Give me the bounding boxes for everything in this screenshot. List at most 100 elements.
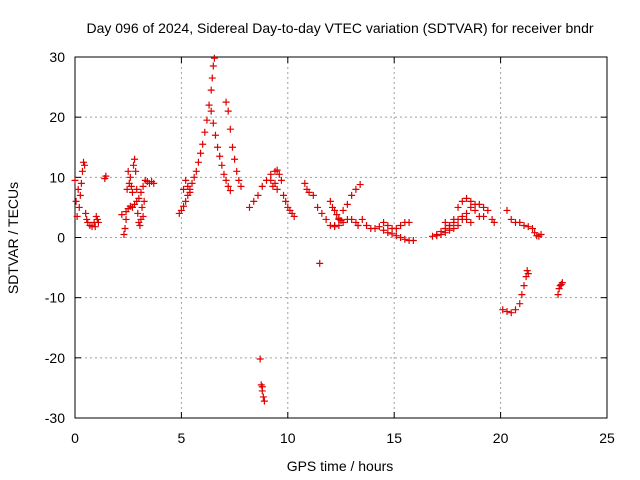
data-point xyxy=(463,194,471,202)
data-point xyxy=(250,197,258,205)
data-point xyxy=(216,152,224,160)
data-point xyxy=(120,230,128,238)
data-point xyxy=(128,188,136,196)
tick-labels: 0 5 10 15 20 25 -30 -20 -10 0 10 20 30 xyxy=(45,49,615,446)
data-point xyxy=(126,173,134,181)
data-point xyxy=(354,221,362,229)
data-point xyxy=(375,223,383,231)
data-point xyxy=(441,218,449,226)
data-point xyxy=(524,270,532,278)
data-point xyxy=(401,235,409,243)
plot-frame xyxy=(74,56,608,419)
data-point xyxy=(463,215,471,223)
data-point xyxy=(209,119,217,127)
data-point xyxy=(518,291,526,299)
data-point xyxy=(388,230,396,238)
data-point xyxy=(441,224,449,232)
data-point xyxy=(210,54,218,62)
data-point xyxy=(433,230,441,238)
data-point xyxy=(555,285,563,293)
data-point xyxy=(245,203,253,211)
data-point xyxy=(80,158,88,166)
data-point xyxy=(257,381,265,389)
data-point xyxy=(233,167,241,175)
data-point xyxy=(131,155,139,163)
data-point xyxy=(397,234,405,241)
data-point xyxy=(322,215,330,223)
data-point xyxy=(208,74,216,82)
data-point xyxy=(150,179,158,187)
data-point xyxy=(74,185,82,193)
data-point xyxy=(209,62,217,70)
data-point xyxy=(132,167,140,175)
data-point xyxy=(77,179,85,187)
data-point xyxy=(380,226,388,234)
data-point xyxy=(180,202,188,210)
data-point xyxy=(273,166,281,174)
data-point xyxy=(93,215,101,223)
y-axis-label: SDTVAR / TECUs xyxy=(5,182,21,294)
data-point xyxy=(467,197,475,205)
data-point xyxy=(73,212,81,220)
data-point xyxy=(409,237,417,245)
data-point xyxy=(121,224,129,232)
data-point xyxy=(130,161,138,169)
data-point xyxy=(499,306,507,314)
data-point xyxy=(222,98,230,106)
data-point xyxy=(118,211,126,219)
data-point xyxy=(523,267,531,275)
data-point xyxy=(207,107,215,115)
data-point xyxy=(135,194,143,202)
data-point xyxy=(280,191,288,199)
data-point xyxy=(384,221,392,229)
data-point xyxy=(458,197,466,205)
y-tick-label: 20 xyxy=(49,109,65,125)
data-point xyxy=(392,224,400,232)
x-tick-label: 10 xyxy=(280,430,296,446)
data-point xyxy=(226,125,234,133)
data-point xyxy=(277,176,285,184)
data-point xyxy=(220,170,228,178)
data-point xyxy=(258,182,266,190)
data-point xyxy=(137,188,145,196)
data-point xyxy=(133,185,141,193)
data-point xyxy=(211,131,219,139)
data-point xyxy=(554,291,562,299)
y-tick-label: -20 xyxy=(45,350,65,366)
y-tick-label: 0 xyxy=(57,230,65,246)
data-point xyxy=(467,218,475,226)
data-point xyxy=(256,355,264,363)
data-point xyxy=(454,215,462,223)
data-point xyxy=(186,188,194,196)
data-point xyxy=(188,179,196,187)
y-tick-label: -10 xyxy=(45,290,65,306)
data-point xyxy=(343,200,351,208)
data-point xyxy=(83,215,91,223)
data-point xyxy=(122,215,130,223)
data-point xyxy=(228,143,236,151)
data-point xyxy=(331,221,339,229)
data-point xyxy=(503,206,511,214)
y-tick-label: -30 xyxy=(45,410,65,426)
data-point xyxy=(71,176,79,184)
data-point xyxy=(136,221,144,229)
data-point xyxy=(267,176,275,184)
data-point xyxy=(348,215,356,223)
x-tick-label: 20 xyxy=(493,430,509,446)
data-point xyxy=(356,181,364,189)
data-point xyxy=(205,101,213,109)
data-point xyxy=(203,116,211,124)
data-point xyxy=(124,167,132,175)
grid-lines xyxy=(75,57,607,418)
x-axis-label: GPS time / hours xyxy=(287,458,394,474)
x-tick-label: 5 xyxy=(178,430,186,446)
data-point xyxy=(309,191,317,199)
data-point xyxy=(194,158,202,166)
data-point xyxy=(91,223,99,231)
data-point xyxy=(102,172,110,180)
data-point xyxy=(537,230,545,238)
data-point xyxy=(92,212,100,220)
chart-title: Day 096 of 2024, Sidereal Day-to-day VTE… xyxy=(86,20,593,36)
data-point xyxy=(72,197,80,205)
data-point xyxy=(76,191,84,199)
